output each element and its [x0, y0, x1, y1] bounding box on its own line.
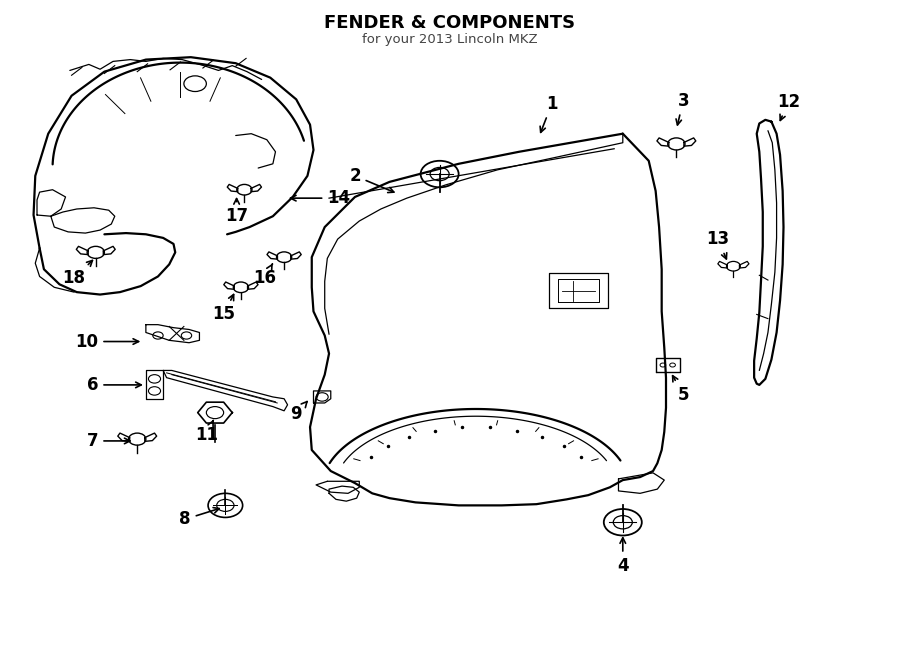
Text: 14: 14 [291, 189, 350, 207]
Text: 10: 10 [76, 332, 139, 350]
Text: 3: 3 [676, 91, 689, 125]
Text: 15: 15 [212, 295, 235, 324]
Text: 13: 13 [706, 230, 729, 259]
Text: 1: 1 [540, 95, 558, 132]
Text: 4: 4 [617, 538, 628, 575]
Text: 17: 17 [225, 199, 248, 225]
Text: 16: 16 [253, 264, 275, 287]
Text: 6: 6 [87, 376, 141, 394]
Text: 18: 18 [63, 260, 93, 287]
Text: 7: 7 [86, 432, 130, 450]
Text: 9: 9 [291, 401, 307, 423]
Text: 8: 8 [179, 508, 220, 528]
Text: 2: 2 [349, 167, 394, 193]
Text: 11: 11 [195, 420, 218, 444]
Text: for your 2013 Lincoln MKZ: for your 2013 Lincoln MKZ [362, 33, 538, 46]
Text: 12: 12 [777, 93, 800, 120]
Text: FENDER & COMPONENTS: FENDER & COMPONENTS [324, 14, 576, 32]
Text: 5: 5 [672, 375, 689, 404]
